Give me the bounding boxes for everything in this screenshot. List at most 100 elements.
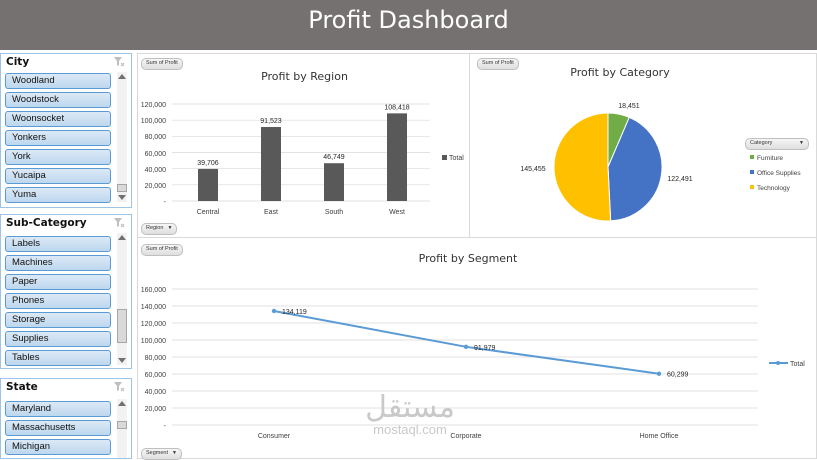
segment-line-series (271, 308, 662, 376)
category-legend: Furniture Office Supplies Technology (750, 155, 801, 192)
subcategory-slicer-title: Sub-Category (6, 217, 87, 229)
segment-legend: Total (769, 361, 805, 368)
region-axis-button[interactable]: Region ▼ (141, 223, 178, 235)
slicer-item-supplies[interactable]: Supplies (5, 331, 111, 347)
slicer-item-phones[interactable]: Phones (5, 293, 111, 309)
region-bar (387, 113, 407, 201)
x-tick-label: Corporate (450, 433, 481, 440)
subcategory-slicer-scrollbar[interactable] (117, 233, 127, 365)
y-tick-label: 160,000 (141, 287, 166, 294)
y-tick-label: 80,000 (145, 355, 167, 362)
category-chart-panel: Sum of Profit Profit by Category Categor… (469, 53, 817, 238)
field-button-label: Sum of Profit (482, 60, 514, 66)
slicer-item-michigan[interactable]: Michigan (5, 439, 111, 455)
x-tick-label: West (389, 209, 405, 216)
data-label: 134,119 (282, 309, 307, 316)
sum-of-profit-field-button[interactable]: Sum of Profit (141, 244, 183, 256)
data-label: 145,455 (520, 166, 545, 173)
slicer-item-massachusetts[interactable]: Massachusetts (5, 420, 111, 436)
legend-label: Office Supplies (757, 170, 801, 177)
data-label: 108,418 (384, 104, 409, 111)
line-point (271, 308, 277, 314)
data-label: 122,491 (667, 176, 692, 183)
y-tick-label: 120,000 (141, 321, 166, 328)
slicer-item-machines[interactable]: Machines (5, 255, 111, 271)
region-chart-title: Profit by Region (261, 70, 348, 83)
mostaql-watermark: مستقل mostaql.com (355, 393, 465, 437)
data-label: 39,706 (197, 160, 219, 167)
slicer-item-tables[interactable]: Tables (5, 350, 111, 366)
slicer-item-maryland[interactable]: Maryland (5, 401, 111, 417)
sum-of-profit-field-button[interactable]: Sum of Profit (141, 58, 183, 70)
segment-x-axis: Consumer Corporate Home Office (258, 433, 679, 440)
scroll-thumb[interactable] (117, 309, 127, 343)
region-chart-svg: 120,000 100,000 80,000 60,000 40,000 20,… (141, 102, 465, 216)
state-slicer-scrollbar[interactable] (117, 399, 127, 458)
data-label: 46,749 (323, 154, 345, 161)
city-slicer-scrollbar[interactable] (117, 72, 127, 202)
dropdown-arrow-icon: ▼ (799, 140, 804, 146)
slicer-item-woodstock[interactable]: Woodstock (5, 92, 111, 108)
slicer-item-york[interactable]: York (5, 149, 111, 165)
slicer-item-labels[interactable]: Labels (5, 236, 111, 252)
slicer-item-woonsocket[interactable]: Woonsocket (5, 111, 111, 127)
slicer-item-yucaipa[interactable]: Yucaipa (5, 168, 111, 184)
scroll-down-arrow-icon[interactable] (118, 195, 126, 200)
watermark-logo: مستقل (365, 390, 455, 425)
scroll-up-arrow-icon[interactable] (118, 74, 126, 79)
scroll-thumb[interactable] (117, 421, 127, 429)
clear-filter-icon[interactable] (113, 217, 125, 228)
segment-line (273, 310, 660, 375)
pie-slice (607, 116, 663, 222)
slicer-item-woodland[interactable]: Woodland (5, 73, 111, 89)
category-legend-button[interactable]: Category ▼ (745, 138, 809, 150)
x-tick-label: Home Office (640, 433, 679, 440)
region-chart-panel: Sum of Profit Profit by Region Region ▼ 1… (137, 53, 470, 238)
field-button-label: Sum of Profit (146, 60, 178, 66)
legend-swatch (750, 185, 754, 189)
scroll-thumb[interactable] (117, 184, 127, 192)
axis-button-label: Region (146, 225, 164, 231)
slicer-item-yonkers[interactable]: Yonkers (5, 130, 111, 146)
city-slicer: City Woodland Woodstock Woonsocket Yonke… (0, 53, 132, 208)
clear-filter-icon[interactable] (113, 381, 125, 392)
data-label: 18,451 (618, 103, 640, 110)
y-tick-label: - (164, 423, 167, 430)
region-legend: Total (442, 155, 464, 162)
y-tick-label: 60,000 (145, 372, 167, 379)
x-tick-label: East (264, 209, 278, 216)
y-tick-label: 140,000 (141, 304, 166, 311)
region-bar (261, 127, 281, 201)
slicer-item-paper[interactable]: Paper (5, 274, 111, 290)
scroll-down-arrow-icon[interactable] (118, 358, 126, 363)
slicer-item-storage[interactable]: Storage (5, 312, 111, 328)
pie-slices (553, 112, 663, 222)
watermark-url: mostaql.com (373, 422, 447, 437)
y-tick-label: 60,000 (145, 151, 167, 158)
scroll-up-arrow-icon[interactable] (118, 235, 126, 240)
y-tick-label: 20,000 (145, 183, 167, 190)
segment-chart-title: Profit by Segment (418, 252, 518, 265)
data-label: 60,299 (667, 372, 689, 379)
data-label: 91,523 (260, 118, 282, 125)
city-slicer-title: City (6, 56, 30, 68)
legend-marker (776, 361, 780, 365)
legend-label: Total (449, 155, 464, 162)
field-button-label: Sum of Profit (146, 246, 178, 252)
sum-of-profit-field-button[interactable]: Sum of Profit (477, 58, 519, 70)
subcategory-slicer: Sub-Category Labels Machines Paper Phone… (0, 214, 132, 369)
clear-filter-icon[interactable] (113, 56, 125, 67)
x-tick-label: Consumer (258, 433, 291, 440)
state-slicer: State Maryland Massachusetts Michigan (0, 378, 132, 459)
dropdown-arrow-icon: ▼ (167, 225, 173, 231)
dropdown-arrow-icon: ▼ (172, 450, 177, 456)
legend-label: Total (790, 361, 805, 368)
y-tick-label: 40,000 (145, 389, 167, 396)
pie-data-labels: 18,451 122,491 145,455 (520, 103, 692, 183)
category-chart-title: Profit by Category (570, 66, 670, 79)
segment-y-axis: 160,000 140,000 120,000 100,000 80,000 6… (141, 287, 167, 430)
line-point (463, 344, 469, 350)
legend-swatch (750, 170, 754, 174)
scroll-up-arrow-icon[interactable] (118, 401, 126, 406)
slicer-item-yuma[interactable]: Yuma (5, 187, 111, 203)
